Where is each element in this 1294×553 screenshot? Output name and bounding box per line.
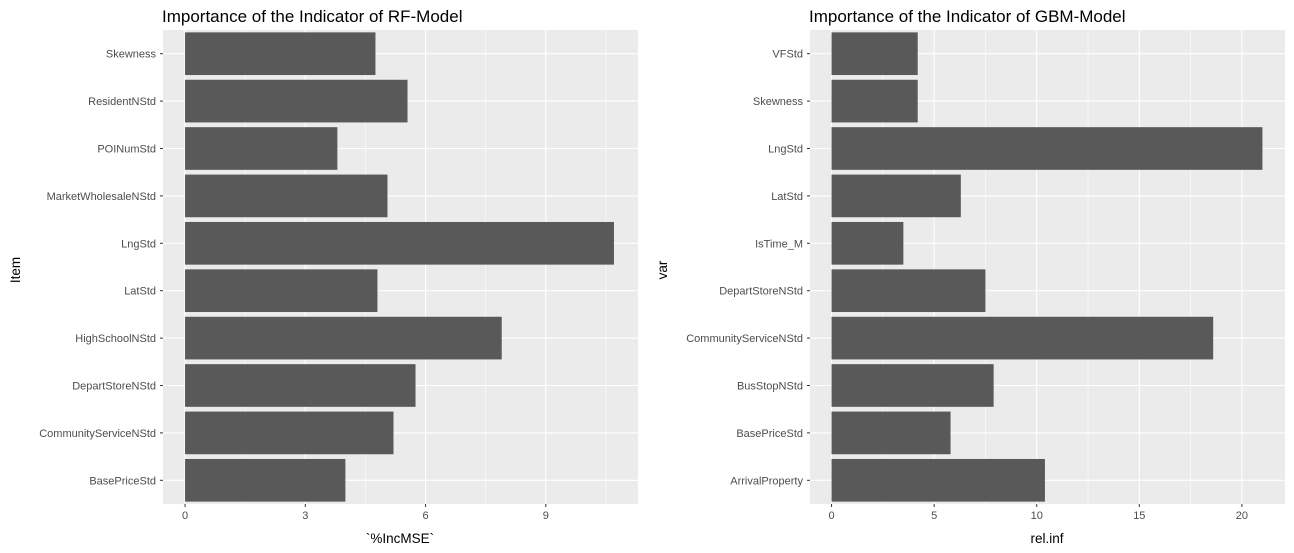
- y-axis-title: Item: [8, 257, 23, 283]
- bar: [185, 411, 394, 455]
- y-tick-label: LngStd: [121, 238, 156, 250]
- bar: [831, 221, 904, 265]
- y-tick-label: BasePriceStd: [736, 428, 803, 440]
- y-tick-label: BasePriceStd: [89, 475, 156, 487]
- x-tick-label: 15: [1133, 510, 1145, 522]
- chart-title: Importance of the Indicator of RF-Model: [162, 7, 462, 26]
- gbm-importance-chart: ArrivalProperty BasePriceStd BusStopNStd Co…: [655, 7, 1285, 546]
- x-tick-label: 20: [1236, 510, 1248, 522]
- bar: [831, 411, 951, 455]
- x-tick-label: 0: [828, 510, 834, 522]
- y-tick-label: LngStd: [768, 144, 803, 156]
- bar: [185, 458, 346, 502]
- x-tick-label: 0: [182, 510, 188, 522]
- y-tick-label: LatStd: [771, 191, 803, 203]
- bar: [831, 32, 918, 76]
- y-tick-label: Skewness: [753, 96, 804, 108]
- bar: [185, 79, 408, 123]
- bar: [831, 127, 1263, 170]
- bar: [185, 127, 338, 170]
- bar: [185, 221, 614, 265]
- y-tick-label: Skewness: [106, 49, 157, 61]
- y-tick-label: DepartStoreNStd: [719, 286, 803, 298]
- x-tick-label: 10: [1031, 510, 1043, 522]
- y-tick-label: ArrivalProperty: [730, 475, 803, 487]
- y-tick-label: IsTime_M: [755, 238, 803, 250]
- bar: [185, 364, 416, 407]
- x-axis-title: rel.inf: [1030, 531, 1063, 546]
- y-tick-label: LatStd: [124, 286, 156, 298]
- y-tick-label: MarketWholesaleNStd: [47, 191, 156, 203]
- bar: [185, 316, 502, 360]
- bar: [831, 269, 986, 313]
- bar: [831, 79, 918, 123]
- y-tick-label: HighSchoolNStd: [75, 333, 156, 345]
- y-tick-label: CommunityServiceNStd: [686, 333, 803, 345]
- x-tick-label: 5: [931, 510, 937, 522]
- x-tick-label: 6: [422, 510, 428, 522]
- x-tick-label: 9: [543, 510, 549, 522]
- bar: [185, 32, 376, 76]
- bar: [185, 174, 388, 218]
- bar: [185, 269, 378, 313]
- y-tick-label: ResidentNStd: [88, 96, 156, 108]
- y-tick-label: BusStopNStd: [737, 381, 803, 393]
- bar: [831, 174, 961, 218]
- x-tick-label: 3: [302, 510, 308, 522]
- bar: [831, 364, 994, 407]
- bar: [831, 458, 1045, 502]
- bar: [831, 316, 1214, 360]
- y-tick-label: DepartStoreNStd: [72, 381, 156, 393]
- y-tick-label: POINumStd: [97, 144, 156, 156]
- x-axis-title: `%IncMSE`: [366, 531, 434, 546]
- chart-title: Importance of the Indicator of GBM-Model: [809, 7, 1126, 26]
- y-tick-label: VFStd: [772, 49, 803, 61]
- y-tick-label: CommunityServiceNStd: [39, 428, 156, 440]
- rf-importance-chart: BasePriceStd CommunityServiceNStd DepartSt…: [8, 7, 638, 546]
- y-axis-title: var: [655, 260, 670, 279]
